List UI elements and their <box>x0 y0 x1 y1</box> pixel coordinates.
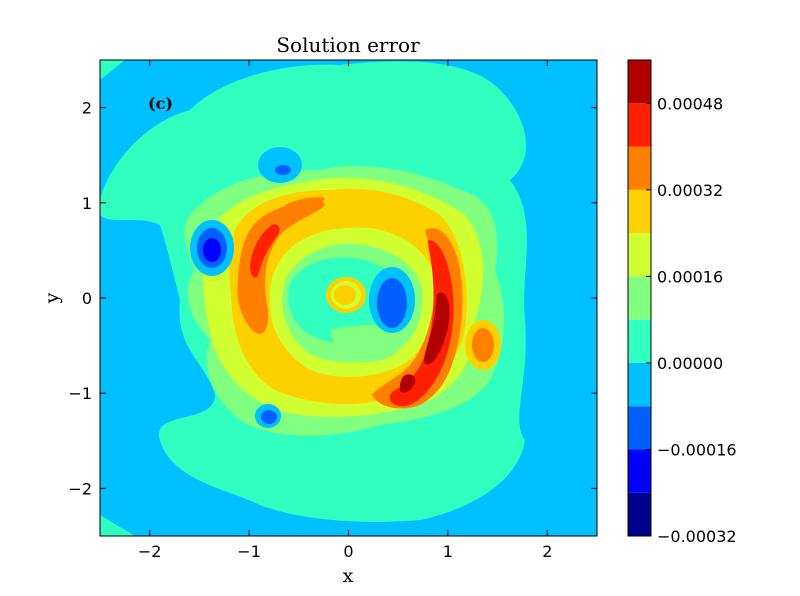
contour-red-right <box>389 240 454 407</box>
contour-peak-right-core <box>472 328 494 362</box>
contour-band-0.00000-corner-top <box>100 60 125 80</box>
x-tick-label: −2 <box>138 542 162 561</box>
y-axis-label: y <box>41 292 63 304</box>
contour-trough-right-core <box>377 278 407 328</box>
colorbar-segment <box>628 449 651 493</box>
colorbar-segment <box>628 146 651 190</box>
chart-title: Solution error <box>276 33 420 57</box>
colorbar-tick-label: 0.00016 <box>657 267 723 286</box>
colorbar-segment <box>628 60 651 104</box>
colorbar-tick-label: 0.00032 <box>657 181 723 200</box>
colorbar-tick-label: −0.00016 <box>657 440 737 459</box>
contour-dark-red-lower <box>399 374 416 393</box>
contour-orange-top <box>285 197 325 212</box>
contour-inner-ring-0.00008-lower <box>330 325 404 363</box>
contour-trough-top-core <box>275 165 291 175</box>
contour-trough-top-outer <box>258 147 302 183</box>
colorbar-segment <box>628 189 651 234</box>
colorbar-segment <box>628 233 651 277</box>
y-tick-label: −1 <box>68 384 92 403</box>
contour-trough-bottom-core <box>261 410 277 424</box>
y-tick-label: 1 <box>82 194 92 213</box>
colorbar-tick-label: −0.00032 <box>657 527 737 546</box>
x-axis-label: x <box>343 565 354 587</box>
y-axis: −2 −1 0 1 2 <box>68 99 597 498</box>
colorbar <box>628 60 651 536</box>
contour-red-left <box>250 224 280 278</box>
colorbar-ticks: −0.00032 −0.00016 0.00000 0.00016 0.00032 0.0… <box>646 94 737 546</box>
colorbar-segment <box>628 492 651 536</box>
colorbar-segment <box>628 362 651 407</box>
y-tick-label: −2 <box>68 479 92 498</box>
x-tick-label: 0 <box>343 542 353 561</box>
panel-label: (c) <box>148 94 173 113</box>
colorbar-segment <box>628 406 651 450</box>
contour-orange-left <box>237 199 325 334</box>
contour-dark-red-right <box>424 292 450 365</box>
x-axis: −2 −1 0 1 2 <box>138 60 552 561</box>
colorbar-segment <box>628 276 651 320</box>
colorbar-segment <box>628 319 651 363</box>
contour-band-0.00000-corner-bottom <box>100 515 135 536</box>
plot-area <box>100 60 597 536</box>
contour-trough-left-core <box>203 238 221 262</box>
colorbar-tick-label: 0.00000 <box>657 354 723 373</box>
colorbar-tick-label: 0.00048 <box>657 94 723 113</box>
y-tick-label: 2 <box>82 99 92 118</box>
y-tick-label: 0 <box>82 289 92 308</box>
x-tick-label: 2 <box>542 542 552 561</box>
x-tick-label: −1 <box>237 542 261 561</box>
colorbar-frame <box>627 59 652 537</box>
x-tick-label: 1 <box>443 542 453 561</box>
colorbar-segment <box>628 103 651 147</box>
contour-center-peak-core <box>334 285 356 305</box>
